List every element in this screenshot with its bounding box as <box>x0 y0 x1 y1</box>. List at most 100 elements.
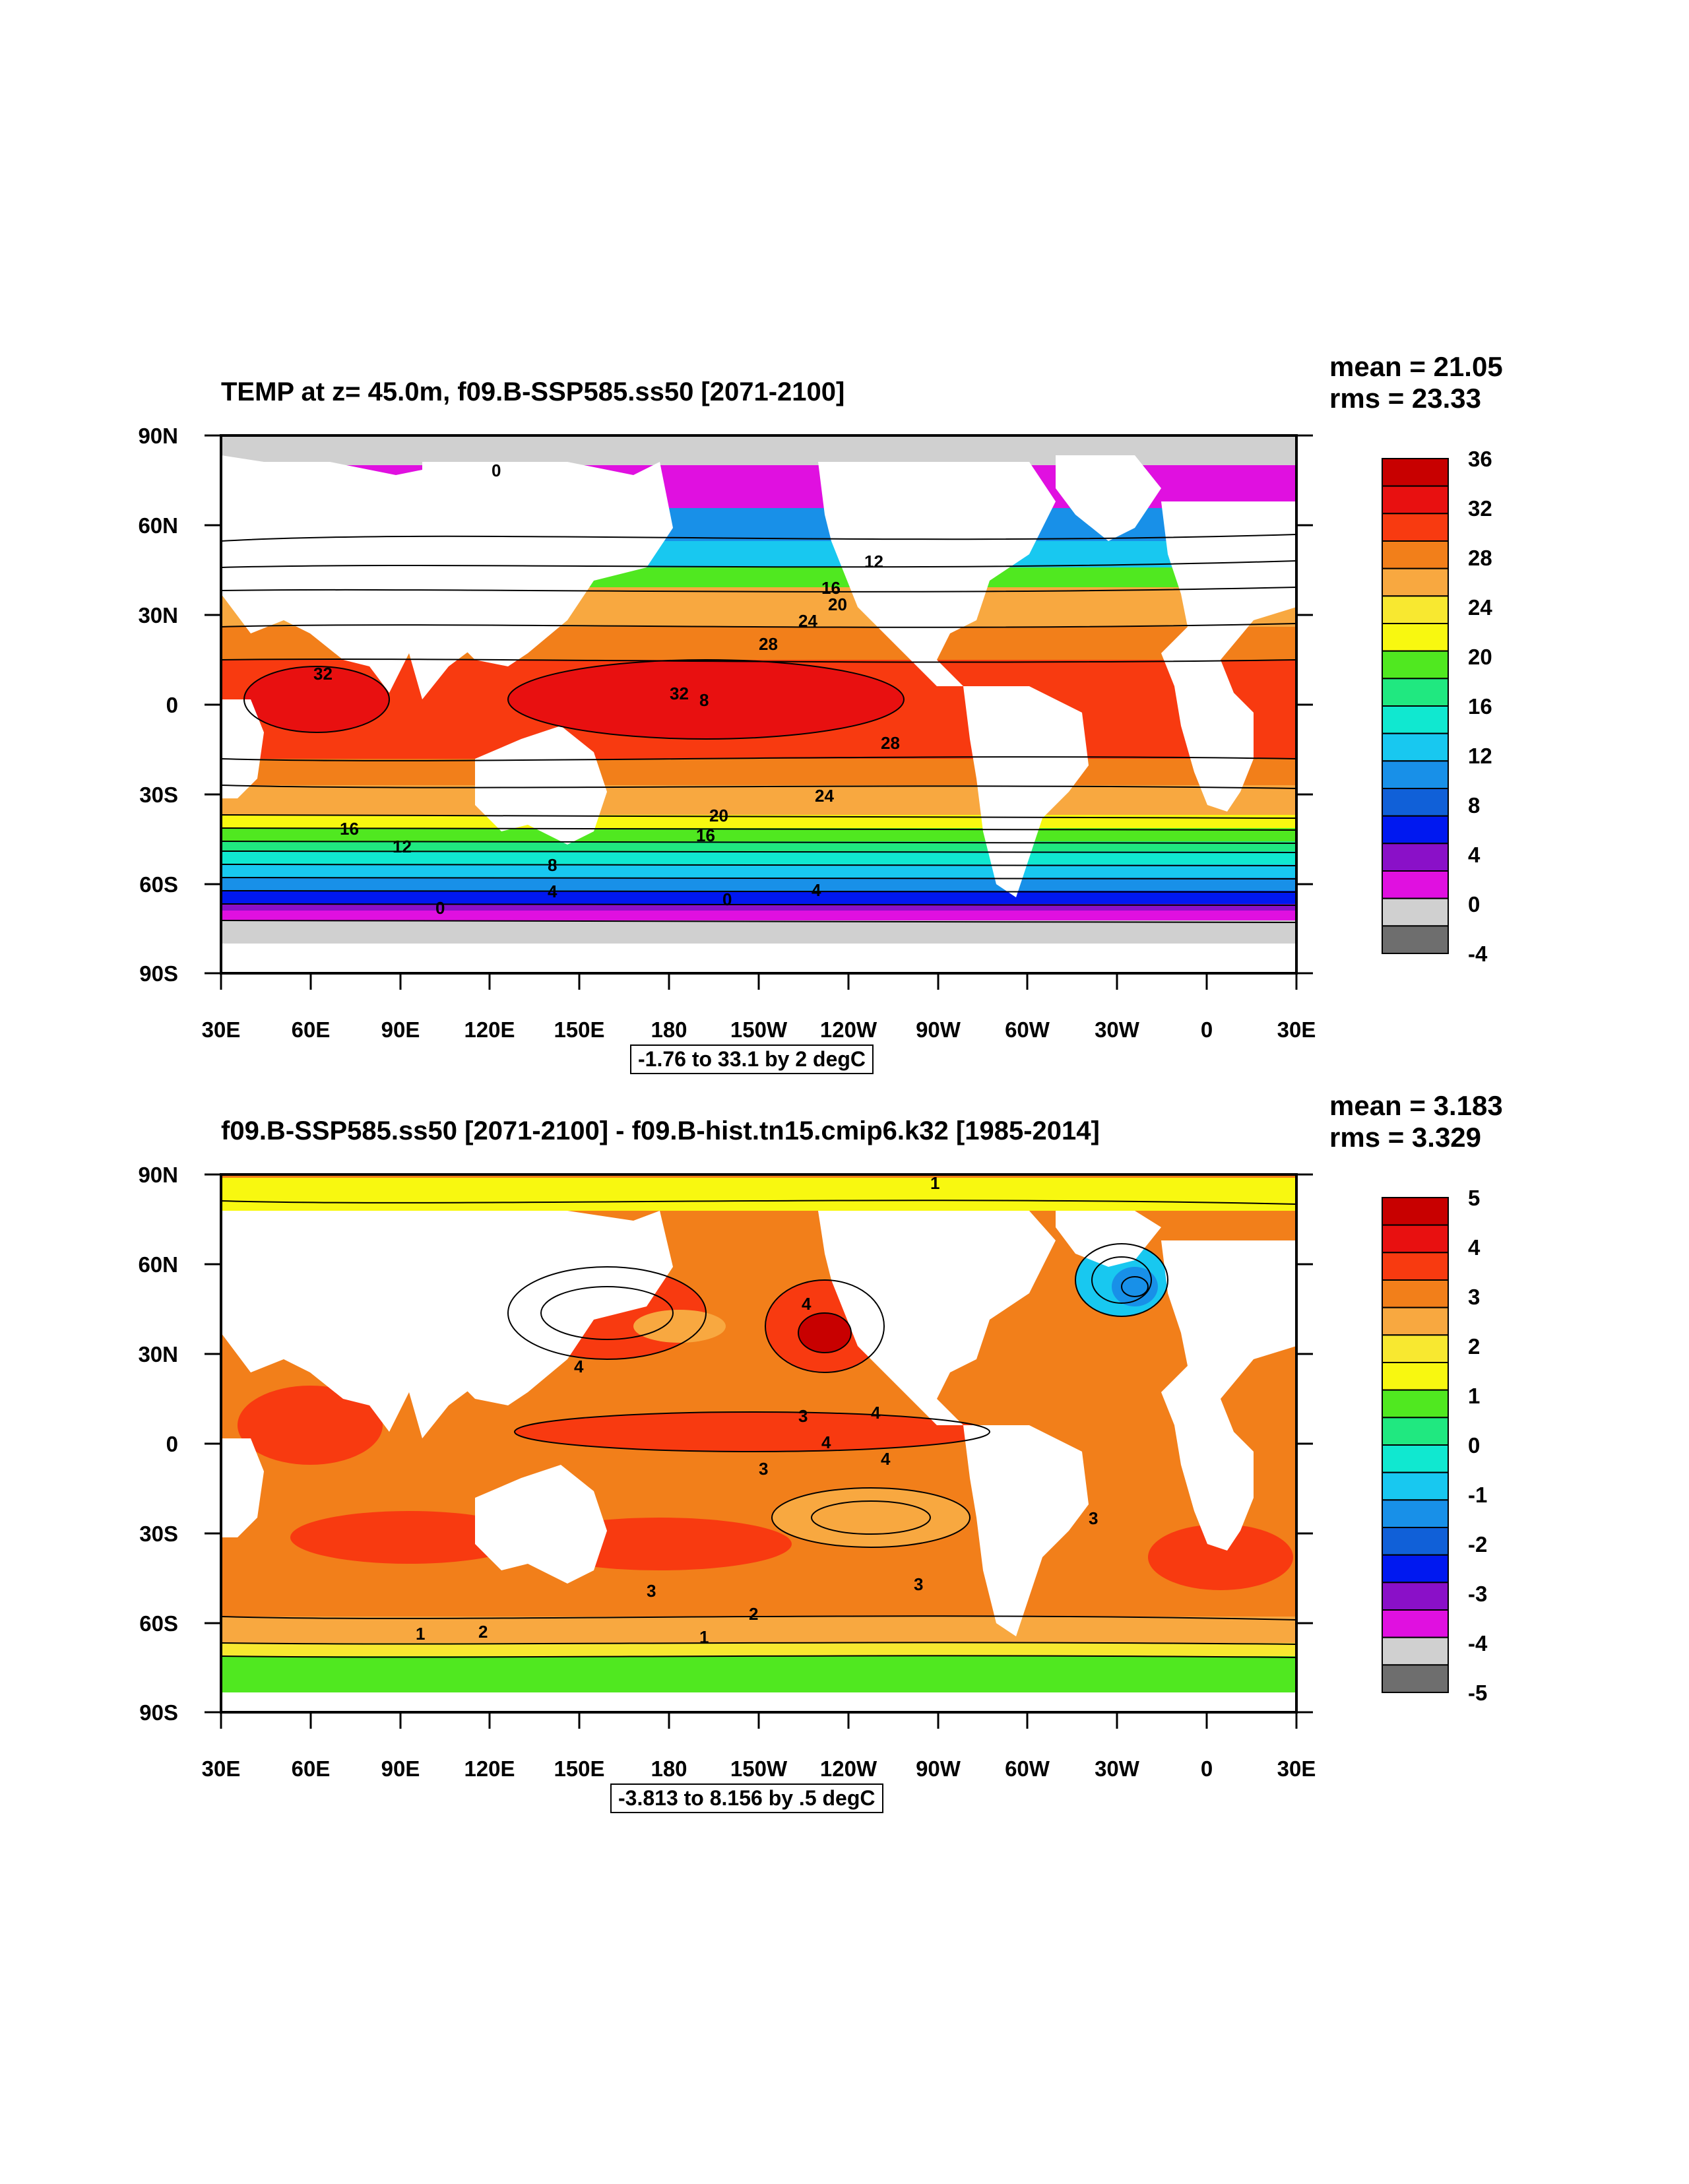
colorbar-swatch <box>1382 897 1449 927</box>
contour-label: 4 <box>871 1403 881 1423</box>
land <box>221 1211 1296 1712</box>
lat-label: 0 <box>166 693 178 717</box>
lat-label: 30N <box>138 603 178 627</box>
land-south-america <box>963 686 1089 897</box>
antarctic-green-band <box>221 1656 1296 1692</box>
contour-label: 3 <box>647 1581 656 1601</box>
contour-label: 4 <box>548 882 558 901</box>
colorbar-swatch <box>1382 1252 1449 1281</box>
lon-label: 30E <box>1277 1017 1316 1042</box>
lat-label: 90N <box>138 424 178 448</box>
colorbar-label: 4 <box>1468 843 1481 867</box>
land-europe-africa-east <box>1161 501 1296 812</box>
contour-label: 2 <box>478 1622 488 1642</box>
colorbar-swatch <box>1382 1417 1449 1446</box>
contour-label: 28 <box>759 634 778 654</box>
lat-label: 60S <box>139 1611 178 1636</box>
lat-label: 30N <box>138 1342 178 1366</box>
colorbar-label: 36 <box>1468 447 1492 471</box>
colorbar-swatch <box>1382 788 1449 817</box>
colorbar-swatch <box>1382 1554 1449 1584</box>
land-greenland <box>1056 455 1161 541</box>
colorbar-swatch <box>1382 1499 1449 1529</box>
contour-label: 32 <box>313 664 333 684</box>
contour-label: 16 <box>696 825 715 845</box>
colorbar-label: -5 <box>1468 1681 1487 1705</box>
colorbar-label: 32 <box>1468 496 1492 521</box>
contour-info-box: -1.76 to 33.1 by 2 degC <box>630 1044 874 1074</box>
colorbar-label: -2 <box>1468 1532 1487 1557</box>
arctic-band <box>221 1178 1296 1211</box>
colorbar-swatch <box>1382 1527 1449 1556</box>
land-north-america <box>818 462 1056 686</box>
lon-label: 60E <box>292 1756 331 1781</box>
map-field: 1 4 4 3 4 4 3 4 3 3 3 2 1 1 2 <box>221 1174 1296 1712</box>
panel-difference: f09.B-SSP585.ss50 [2071-2100] - f09.B-hi… <box>0 739 1689 1861</box>
colorbar-swatch <box>1382 705 1449 734</box>
lon-label: 150E <box>554 1756 604 1781</box>
axis-ticks <box>205 434 1313 990</box>
colorbar: 36 32 28 24 20 16 12 8 4 0 -4 <box>1382 447 1492 966</box>
band-south-28 <box>221 759 1296 785</box>
colorbar-label: 16 <box>1468 694 1492 719</box>
colorbar-label: 0 <box>1468 892 1480 916</box>
lat-labels: 90N 60N 30N 0 30S 60S 90S <box>138 424 178 986</box>
contour-label: 20 <box>709 806 728 825</box>
colorbar-label: -4 <box>1468 942 1488 966</box>
lon-label: 120W <box>820 1756 877 1781</box>
contour-label: 4 <box>574 1357 584 1376</box>
lon-label: 30W <box>1095 1017 1140 1042</box>
colorbar-swatch <box>1382 1389 1449 1419</box>
axis-ticks <box>205 1173 1313 1729</box>
contour-label: 20 <box>828 594 847 614</box>
colorbar-swatch <box>1382 1362 1449 1391</box>
land-antarctica <box>221 944 1296 973</box>
lon-label: 150W <box>730 1756 788 1781</box>
lon-label: 150E <box>554 1017 604 1042</box>
colorbar-swatch <box>1382 1197 1449 1226</box>
colorbar-label: 1 <box>1468 1384 1480 1408</box>
land <box>221 455 1296 973</box>
contour-label: 12 <box>864 552 883 571</box>
contour-label: 0 <box>492 461 501 480</box>
colorbar-label: 3 <box>1468 1285 1480 1309</box>
colorbar-swatch <box>1382 540 1449 569</box>
colorbar: 5 4 3 2 1 0 -1 -2 -3 -4 -5 <box>1382 1186 1488 1705</box>
rms-label: rms = 3.329 <box>1329 1122 1482 1153</box>
lon-label: 120W <box>820 1017 877 1042</box>
colorbar-label: -3 <box>1468 1582 1487 1606</box>
lat-label: 90S <box>139 961 178 986</box>
contour-label: 3 <box>759 1459 768 1479</box>
lat-label: 60S <box>139 872 178 897</box>
contour-label: 16 <box>821 578 841 598</box>
land-asia <box>422 462 673 666</box>
lat-label: 30S <box>139 1522 178 1546</box>
contour-label: 0 <box>435 898 445 918</box>
contour-label: 8 <box>699 690 709 710</box>
lon-label: 120E <box>464 1756 515 1781</box>
colorbar-swatch <box>1382 760 1449 790</box>
panel-title: TEMP at z= 45.0m, f09.B-SSP585.ss50 [207… <box>221 377 845 406</box>
map-canvas: 0 32 28 24 20 16 12 8 4 0 32 28 24 16 20… <box>138 424 1492 1042</box>
contour-label: 0 <box>722 889 732 909</box>
lon-label: 30E <box>202 1017 241 1042</box>
cool-patch-south-pacific <box>772 1488 970 1547</box>
contour-label: 24 <box>798 611 817 631</box>
lat-label: 90N <box>138 1163 178 1187</box>
lon-label: 90W <box>916 1756 961 1781</box>
rms-label: rms = 23.33 <box>1329 383 1482 414</box>
colorbar-swatch <box>1382 1224 1449 1254</box>
contour-label: 2 <box>749 1604 758 1624</box>
band-south-0 <box>221 911 1296 920</box>
colorbar-swatch <box>1382 513 1449 542</box>
lon-label: 60W <box>1005 1017 1050 1042</box>
colorbar-label: 24 <box>1468 595 1492 620</box>
band-south-2 <box>221 904 1296 911</box>
colorbar-swatch <box>1382 1582 1449 1611</box>
contour-label: 1 <box>416 1624 425 1644</box>
colorbar-swatch <box>1382 870 1449 899</box>
band-south-10 <box>221 864 1296 878</box>
contour-label: 4 <box>881 1449 891 1469</box>
contour-label: 3 <box>1089 1508 1098 1528</box>
colorbar-swatch <box>1382 1444 1449 1473</box>
